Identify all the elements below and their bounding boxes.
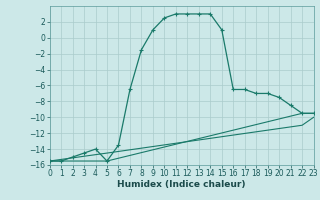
- X-axis label: Humidex (Indice chaleur): Humidex (Indice chaleur): [117, 180, 246, 189]
